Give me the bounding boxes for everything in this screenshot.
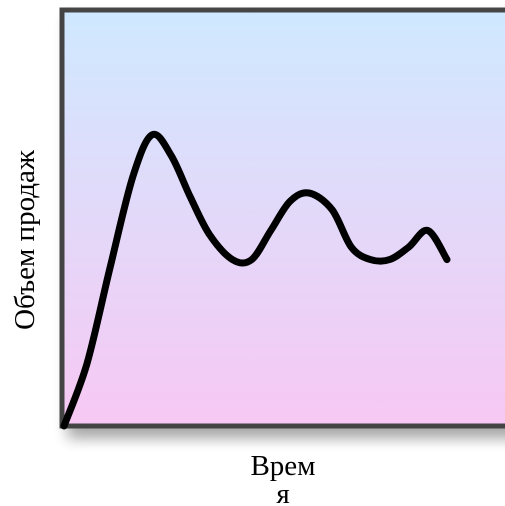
plot-area — [59, 7, 505, 429]
x-axis-label-line-2: я — [276, 478, 289, 506]
x-axis-label-line-1: Врем — [250, 450, 315, 482]
y-axis-label: Объем продаж — [9, 149, 41, 330]
series-line — [60, 130, 451, 430]
